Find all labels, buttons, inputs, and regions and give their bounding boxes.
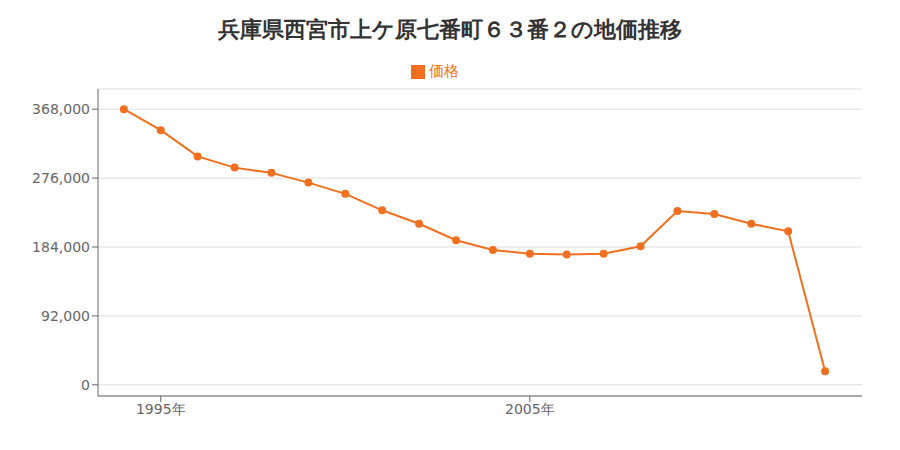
- svg-text:92,000: 92,000: [41, 308, 90, 324]
- svg-text:2005年: 2005年: [505, 401, 555, 417]
- svg-text:0: 0: [81, 377, 90, 393]
- svg-text:1995年: 1995年: [136, 401, 186, 417]
- svg-text:276,000: 276,000: [32, 170, 90, 186]
- html-text:価格: 価格: [429, 62, 459, 80]
- html-text:兵庫県西宮市上ケ原七番町６３番２の地価推移: 兵庫県西宮市上ケ原七番町６３番２の地価推移: [218, 17, 682, 42]
- svg-text:368,000: 368,000: [32, 101, 90, 117]
- svg-text:184,000: 184,000: [32, 239, 90, 255]
